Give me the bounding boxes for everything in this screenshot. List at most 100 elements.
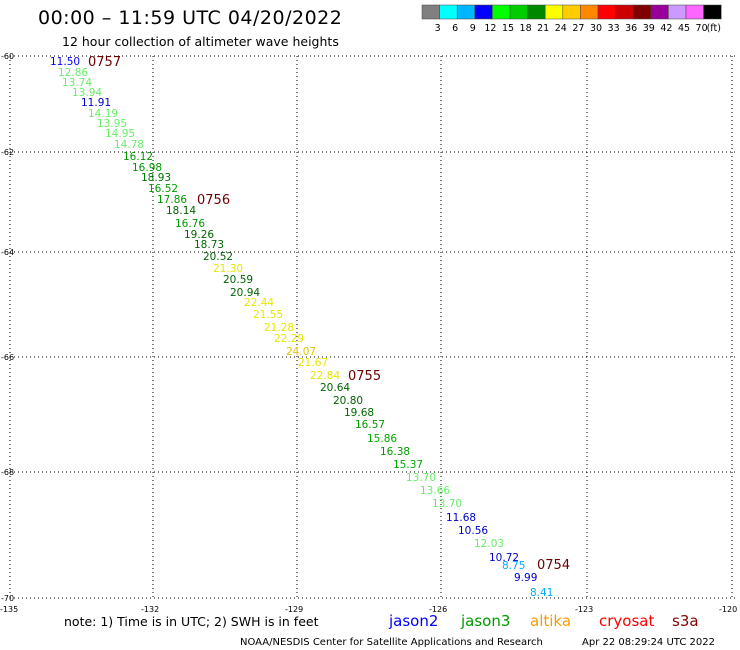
map-title: 00:00 – 11:59 UTC 04/20/2022: [38, 7, 342, 29]
legend-label: 45: [678, 23, 690, 34]
legend-swatch: [685, 4, 704, 20]
legend-swatch: [439, 4, 458, 20]
legend-swatch: [615, 4, 634, 20]
latitude-label: -60: [1, 52, 14, 61]
wave-height-value: 19.26: [184, 229, 214, 241]
wave-height-value: 18.73: [194, 239, 224, 251]
latitude-label: -64: [1, 248, 14, 257]
wave-height-value: 20.80: [333, 395, 363, 407]
legend-label: 18: [520, 23, 532, 34]
legend-label: 24: [555, 23, 567, 34]
legend-swatch: [597, 4, 616, 20]
wave-height-value: 19.68: [344, 407, 374, 419]
wave-height-value: 13.95: [97, 118, 127, 130]
legend-label: 6: [452, 23, 458, 34]
wave-height-value: 12.86: [58, 67, 88, 79]
wave-height-value: 13.66: [420, 485, 450, 497]
legend-label: 15: [502, 23, 514, 34]
wave-height-value: 20.64: [320, 382, 350, 394]
longitude-label: -123: [575, 605, 593, 614]
wave-height-value: 16.57: [355, 419, 385, 431]
wave-height-value: 16.12: [123, 151, 153, 163]
wave-height-value: 16.76: [175, 218, 205, 230]
lat-lon-grid: -60 -62 -64 -66 -68 -70 -135 -132 -129 -126 -123 -1…: [0, 52, 737, 614]
wave-height-value: 17.86: [157, 194, 187, 206]
longitude-label: -126: [429, 605, 447, 614]
wave-height-value: 11.50: [50, 56, 80, 68]
wave-height-value: 18.14: [166, 205, 196, 217]
legend-swatch: [632, 4, 652, 20]
wave-height-value: 14.95: [105, 128, 135, 140]
legend-swatch: [456, 4, 476, 20]
pass-time-label: 0757: [88, 55, 121, 70]
wave-height-value: 20.94: [230, 287, 260, 299]
latitude-label: -70: [1, 594, 14, 603]
wave-height-value: 24.07: [286, 346, 316, 358]
legend-swatch: [668, 4, 687, 20]
wave-height-value: 21.28: [264, 322, 294, 334]
wave-height-value: 13.70: [432, 498, 462, 510]
longitude-label: -120: [719, 605, 737, 614]
legend-swatch: [509, 4, 528, 20]
legend-label: 33: [608, 23, 620, 34]
wave-height-value: 20.52: [203, 251, 233, 263]
pass-time-label: 0755: [348, 369, 381, 384]
legend-swatch: [492, 4, 511, 20]
wave-height-value: 12.03: [474, 538, 504, 550]
pass-time-label: 0754: [537, 558, 570, 573]
wave-height-value: 11.68: [446, 512, 476, 524]
wave-height-value: 10.72: [489, 552, 519, 564]
footer-timestamp: Apr 22 08:29:24 UTC 2022: [582, 637, 715, 648]
longitude-label: -135: [0, 605, 18, 614]
wave-height-value: 22.84: [310, 370, 340, 382]
legend-label: 39: [643, 23, 655, 34]
pass-time-labels: 0757 0756 0755 0754: [88, 55, 570, 573]
legend-label: 27: [572, 23, 584, 34]
legend-swatch: [562, 4, 581, 20]
longitude-label: -129: [285, 605, 303, 614]
legend-swatch: [544, 4, 564, 20]
satellite-name: s3a: [672, 612, 699, 630]
units-note: note: 1) Time is in UTC; 2) SWH is in fe…: [64, 614, 319, 629]
latitude-label: -66: [1, 353, 14, 362]
legend-label: 9: [470, 23, 476, 34]
satellite-name: jason3: [460, 612, 510, 630]
wave-height-value: 13.94: [72, 87, 102, 99]
legend-swatch: [421, 4, 440, 20]
wave-height-value: 21.30: [213, 263, 243, 275]
wave-height-observations: 11.5012.8613.7413.9411.9114.1913.9514.95…: [50, 56, 553, 599]
wave-height-value: 8.75: [502, 560, 525, 572]
wave-height-value: 16.98: [132, 162, 162, 174]
wave-height-value: 13.70: [406, 472, 436, 484]
wave-height-value: 21.55: [253, 309, 283, 321]
pass-time-label: 0756: [197, 193, 230, 208]
wave-height-value: 22.29: [274, 333, 304, 345]
legend-swatch: [527, 4, 546, 20]
wave-height-value: 22.44: [244, 297, 274, 309]
wave-height-value: 9.99: [514, 572, 537, 584]
wave-height-value: 10.56: [458, 525, 488, 537]
latitude-label: -68: [1, 468, 14, 477]
legend-swatch: [580, 4, 599, 20]
wave-height-value: 14.19: [88, 108, 118, 120]
wave-height-value: 16.52: [148, 183, 178, 195]
legend-label: 70: [696, 23, 708, 34]
wave-height-value: 21.67: [298, 357, 328, 369]
legend-swatch: [650, 4, 669, 20]
legend-label: 30: [590, 23, 602, 34]
legend-label: 42: [660, 23, 672, 34]
footer-credit: NOAA/NESDIS Center for Satellite Applica…: [240, 637, 543, 648]
wave-height-value: 15.37: [393, 459, 423, 471]
wave-height-value: 8.41: [530, 587, 553, 599]
satellite-name: cryosat: [599, 612, 654, 630]
wave-height-value: 20.59: [223, 274, 253, 286]
latitude-label: -62: [1, 148, 14, 157]
legend-label: (ft): [707, 23, 721, 34]
legend-swatch: [474, 4, 493, 20]
legend-label: 21: [537, 23, 549, 34]
legend-label: 3: [435, 23, 441, 34]
map-subtitle: 12 hour collection of altimeter wave hei…: [62, 34, 339, 49]
satellite-name: jason2: [388, 612, 438, 630]
color-legend: 3 6 9 12 15 18 21 24 27 30 33 36 39 42 45 70(ft): [421, 4, 722, 34]
